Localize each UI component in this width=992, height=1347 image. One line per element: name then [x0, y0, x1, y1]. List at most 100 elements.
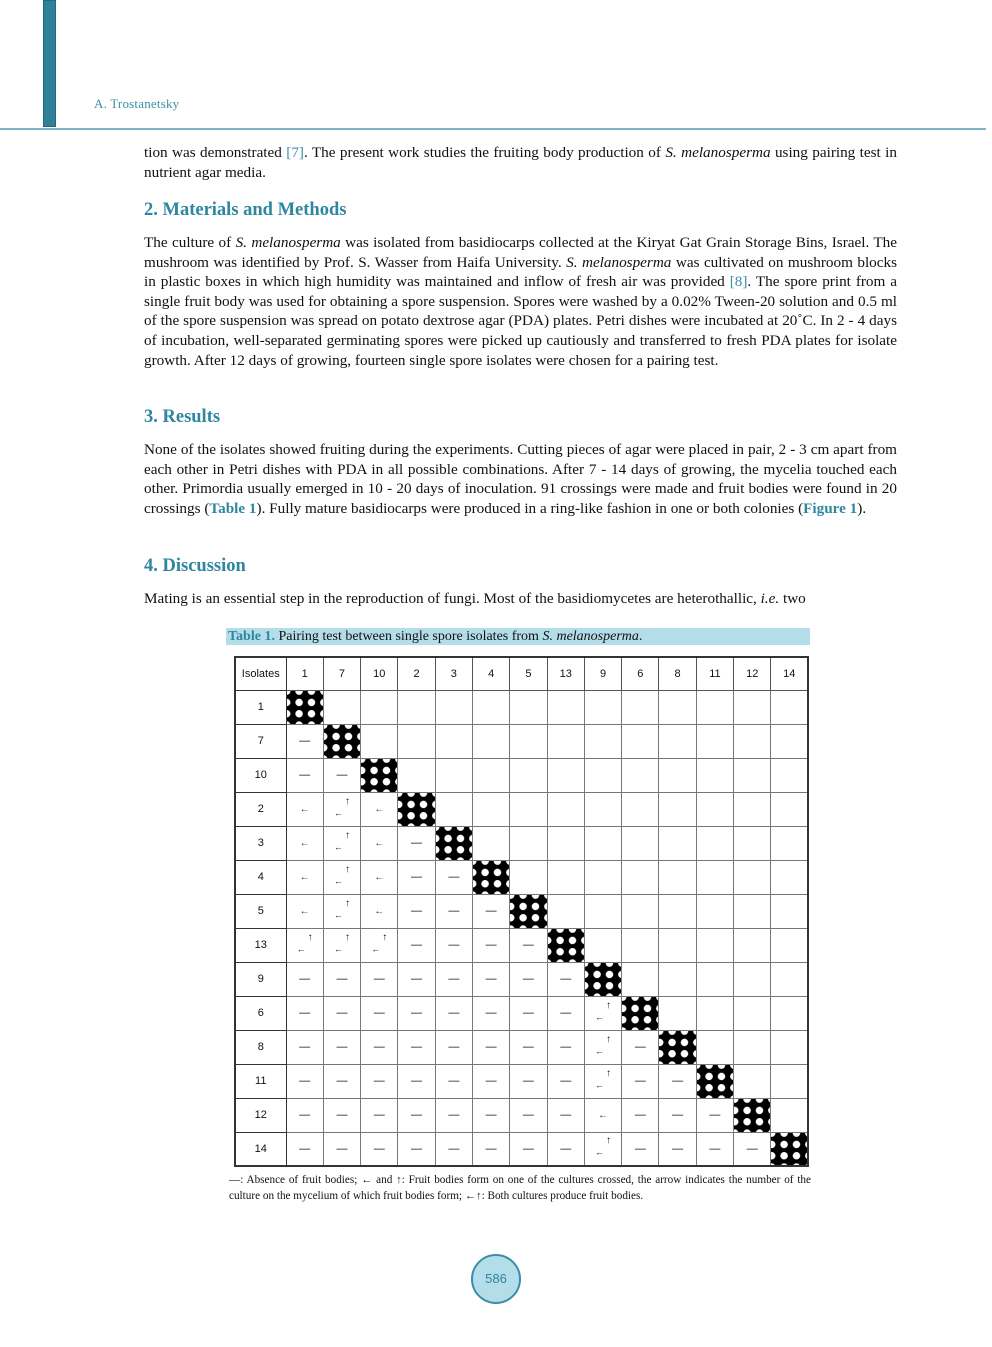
- empty-cell: [397, 689, 436, 725]
- both-arrows-icon: ← ↑: [595, 1033, 612, 1056]
- empty-cell: [770, 893, 809, 929]
- absence-cell: —: [397, 1097, 436, 1133]
- empty-cell: [509, 689, 548, 725]
- table-row: 12— — — — — — — — ← — — —: [234, 1097, 809, 1133]
- column-header: 8: [658, 656, 697, 691]
- diagonal-self-cell: [471, 859, 511, 895]
- absence-cell: —: [695, 1131, 735, 1167]
- absence-cell: —: [546, 1063, 585, 1099]
- empty-cell: [658, 757, 697, 793]
- empty-cell: [733, 1063, 772, 1099]
- absence-cell: —: [658, 1063, 697, 1099]
- diagonal-self-cell: [509, 893, 548, 929]
- methods-paragraph: The culture of S. melanosperma was isola…: [144, 234, 897, 369]
- empty-cell: [471, 791, 511, 827]
- absence-cell: —: [397, 961, 436, 997]
- row-header: 11: [234, 1063, 287, 1099]
- empty-cell: [471, 689, 511, 725]
- absence-cell: —: [471, 1029, 511, 1065]
- left-arrow-icon: ←: [299, 804, 310, 815]
- empty-cell: [509, 791, 548, 827]
- empty-cell: [695, 927, 735, 963]
- absence-cell: —: [360, 1097, 399, 1133]
- absence-cell: —: [322, 1063, 362, 1099]
- absence-cell: —: [509, 1029, 548, 1065]
- empty-cell: [658, 893, 697, 929]
- row-header: 5: [234, 893, 287, 929]
- empty-cell: [733, 1029, 772, 1065]
- row-header: 2: [234, 791, 287, 827]
- empty-cell: [770, 825, 809, 861]
- left-arrow-icon: ←: [374, 838, 385, 849]
- empty-cell: [733, 961, 772, 997]
- empty-cell: [546, 791, 585, 827]
- empty-cell: [621, 757, 660, 793]
- empty-cell: [695, 825, 735, 861]
- ref-8-link[interactable]: [8]: [729, 273, 748, 291]
- left-arrow-icon: ←: [374, 872, 385, 883]
- both-fruit-cell: ← ↑: [360, 927, 399, 963]
- empty-cell: [397, 757, 436, 793]
- absence-cell: —: [434, 1029, 473, 1065]
- diagonal-self-cell: [621, 995, 660, 1031]
- absence-cell: —: [322, 1097, 362, 1133]
- row-header: 13: [234, 927, 287, 963]
- empty-cell: [546, 723, 585, 759]
- empty-cell: [695, 893, 735, 929]
- column-header: 4: [471, 656, 511, 691]
- table-row: 10— —: [234, 757, 809, 793]
- one-fruit-cell: ←: [583, 1097, 623, 1133]
- absence-cell: —: [397, 1063, 436, 1099]
- empty-cell: [658, 689, 697, 725]
- both-arrows-icon: ← ↑: [296, 931, 313, 954]
- both-fruit-cell: ← ↑: [583, 1131, 623, 1167]
- column-header: 13: [546, 656, 585, 691]
- empty-cell: [471, 723, 511, 759]
- empty-cell: [621, 927, 660, 963]
- empty-cell: [770, 961, 809, 997]
- section-heading-methods: 2. Materials and Methods: [144, 200, 347, 220]
- section-heading-results: 3. Results: [144, 407, 221, 427]
- empty-cell: [733, 791, 772, 827]
- column-header: 3: [434, 656, 473, 691]
- empty-cell: [509, 723, 548, 759]
- table-1-link[interactable]: Table 1: [209, 499, 257, 517]
- empty-cell: [770, 791, 809, 827]
- empty-cell: [360, 723, 399, 759]
- absence-cell: —: [434, 995, 473, 1031]
- both-fruit-cell: ← ↑: [322, 927, 362, 963]
- empty-cell: [583, 927, 623, 963]
- column-header: 11: [695, 656, 735, 691]
- both-fruit-cell: ← ↑: [583, 995, 623, 1031]
- both-fruit-cell: ← ↑: [322, 791, 362, 827]
- absence-cell: —: [285, 1063, 324, 1099]
- empty-cell: [546, 825, 585, 861]
- empty-cell: [658, 927, 697, 963]
- empty-cell: [733, 893, 772, 929]
- row-header: 6: [234, 995, 287, 1031]
- absence-cell: —: [397, 1029, 436, 1065]
- pairing-table: Isolates 1 7 10 2 3 4 5 13 9 6 8 11 12 14 1 7—10— —2 ← ← ↑ ←…: [234, 656, 810, 1167]
- figure-1-link[interactable]: Figure 1: [803, 499, 858, 517]
- both-fruit-cell: ← ↑: [583, 1063, 623, 1099]
- table-row: 3 ← ← ↑ ← —: [234, 825, 809, 861]
- empty-cell: [546, 689, 585, 725]
- ref-7-link[interactable]: [7]: [286, 144, 304, 161]
- table-row: 1: [234, 689, 809, 725]
- row-header: 9: [234, 961, 287, 997]
- empty-cell: [397, 723, 436, 759]
- left-arrow-icon: ←: [299, 906, 310, 917]
- empty-cell: [621, 893, 660, 929]
- column-header: 2: [397, 656, 436, 691]
- one-fruit-cell: ←: [285, 893, 324, 929]
- empty-cell: [733, 825, 772, 861]
- table-row: 5 ← ← ↑ ← — — —: [234, 893, 809, 929]
- absence-cell: —: [285, 995, 324, 1031]
- one-fruit-cell: ←: [285, 859, 324, 895]
- one-fruit-cell: ←: [360, 825, 399, 861]
- absence-cell: —: [658, 1097, 697, 1133]
- header-divider: [0, 128, 986, 130]
- table-row: 7—: [234, 723, 809, 759]
- row-header: 12: [234, 1097, 287, 1133]
- empty-cell: [621, 689, 660, 725]
